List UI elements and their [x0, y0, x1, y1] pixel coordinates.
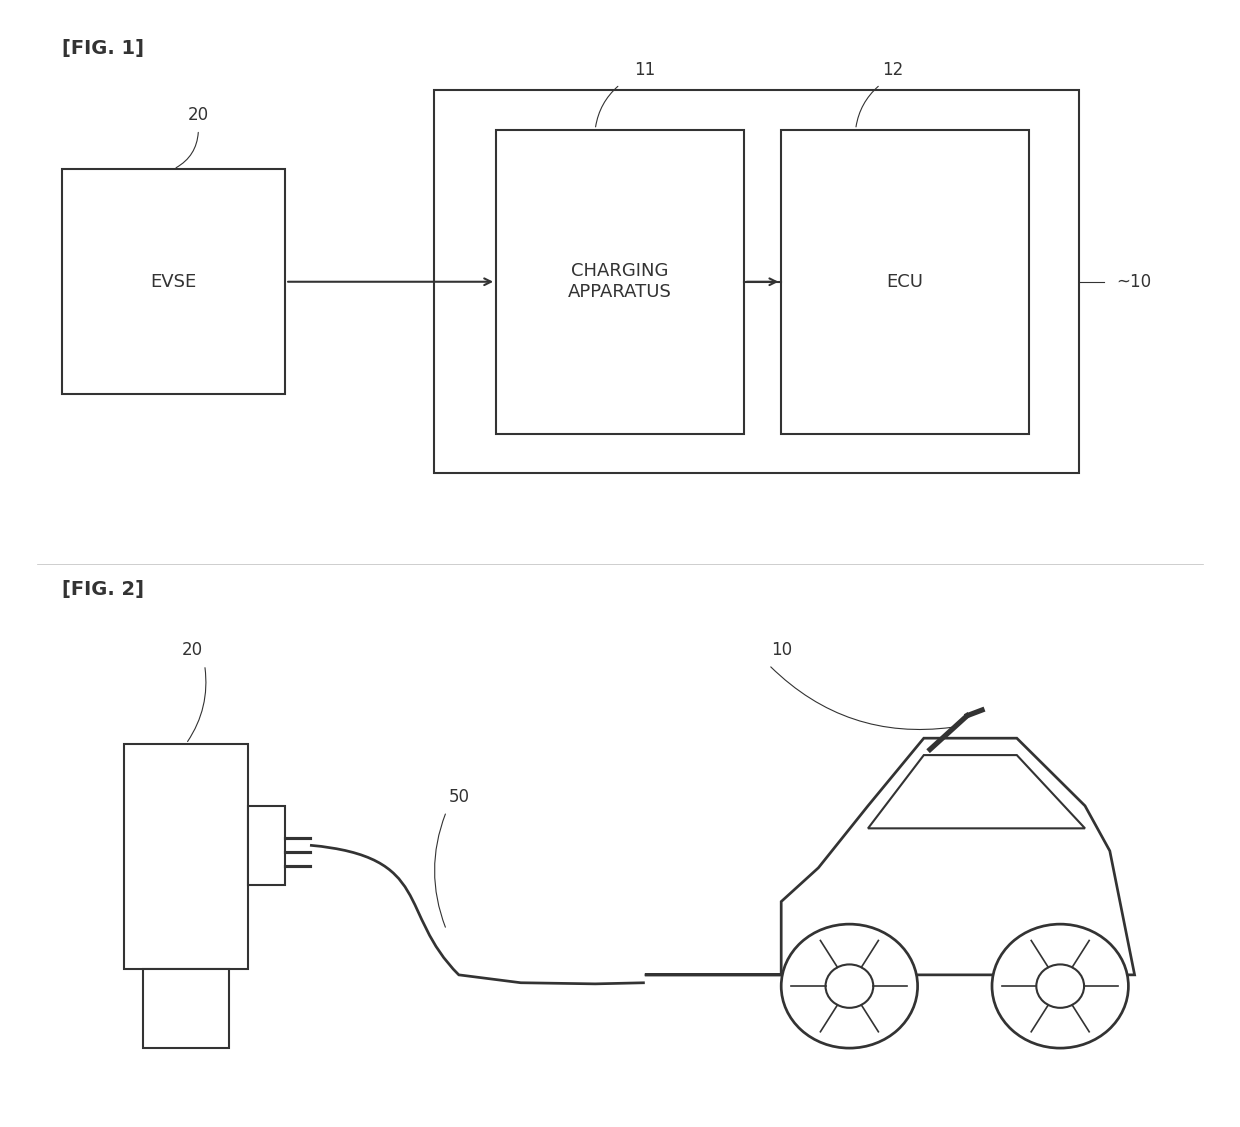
Circle shape	[781, 924, 918, 1048]
Circle shape	[992, 924, 1128, 1048]
Text: 11: 11	[634, 61, 656, 79]
Text: 50: 50	[449, 788, 469, 806]
Bar	[62, 169, 285, 394]
Text: ~10: ~10	[1116, 273, 1151, 291]
Bar	[434, 90, 1079, 473]
Text: 10: 10	[770, 641, 792, 659]
Bar	[248, 806, 285, 885]
Text: 20: 20	[187, 106, 210, 124]
Polygon shape	[645, 738, 1135, 975]
Circle shape	[1037, 965, 1084, 1008]
Text: ECU: ECU	[887, 273, 924, 291]
Bar	[496, 130, 744, 434]
Text: EVSE: EVSE	[150, 273, 197, 291]
Bar	[124, 744, 248, 969]
Text: CHARGING
APPARATUS: CHARGING APPARATUS	[568, 263, 672, 301]
Text: 20: 20	[181, 641, 203, 659]
Text: [FIG. 1]: [FIG. 1]	[62, 39, 144, 59]
Circle shape	[826, 965, 873, 1008]
Bar	[143, 969, 229, 1048]
Polygon shape	[868, 755, 1085, 828]
Text: [FIG. 2]: [FIG. 2]	[62, 580, 144, 600]
Text: 12: 12	[882, 61, 904, 79]
Bar	[781, 130, 1029, 434]
